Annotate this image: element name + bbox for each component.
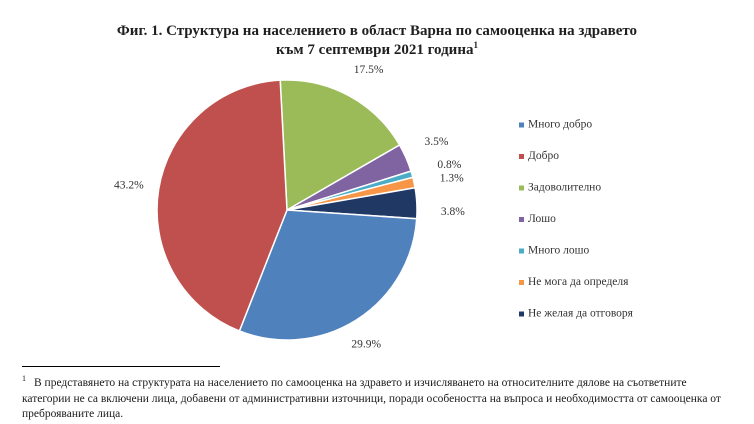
pie-slice-label: 1.3%	[440, 172, 464, 184]
title-footnote-marker: 1	[473, 40, 478, 50]
pie-slices	[156, 79, 418, 341]
pie-slice-label: 3.5%	[425, 136, 449, 148]
legend-entry-label: Лошо	[528, 213, 556, 225]
chart-title-line-2: към 7 септември 2021 година1	[0, 41, 754, 60]
pie-slice	[279, 79, 401, 212]
legend-entry-label: Много добро	[528, 119, 592, 131]
legend-swatch	[519, 154, 524, 159]
legend-entry-label: Не мога да определя	[528, 276, 629, 288]
legend-swatch	[519, 280, 524, 285]
legend-swatch	[519, 248, 524, 254]
pie-slice-label: 43.2%	[114, 180, 144, 192]
legend-swatch	[519, 185, 524, 191]
legend-entry-label: Не желая да отговоря	[528, 308, 634, 320]
legend-swatch	[519, 122, 524, 128]
pie-slice	[156, 79, 288, 332]
footnote-marker: 1	[22, 374, 26, 384]
legend-swatch	[519, 217, 524, 222]
legend-entry-label: Добро	[528, 150, 559, 162]
chart-legend: Много добро Добро Задоволително Лошо Много л…	[519, 119, 634, 320]
chart-title: Фиг. 1. Структура на населението в облас…	[0, 22, 754, 60]
footnote-divider	[22, 366, 220, 367]
pie-slice-label: 17.5%	[354, 64, 384, 76]
legend-swatch	[519, 311, 524, 317]
footnote-text: В представянето на структурата на населе…	[22, 377, 721, 420]
pie-percentage-labels: 17.5% 3.5% 0.8%1.3% 3.8% 29.9% 43.2%	[114, 64, 465, 351]
chart-title-line-2-text: към 7 септември 2021 година	[276, 42, 474, 58]
pie-slice-label: 3.8%	[441, 206, 465, 218]
pie-slice-label: 0.8%	[437, 159, 461, 171]
pie-slice	[238, 209, 418, 341]
pie-slice-label: 29.9%	[351, 339, 381, 351]
legend-entry-label: Задоволително	[528, 182, 601, 194]
chart-title-line-1: Фиг. 1. Структура на населението в облас…	[116, 23, 638, 39]
legend-entry-label: Много лошо	[528, 245, 590, 257]
